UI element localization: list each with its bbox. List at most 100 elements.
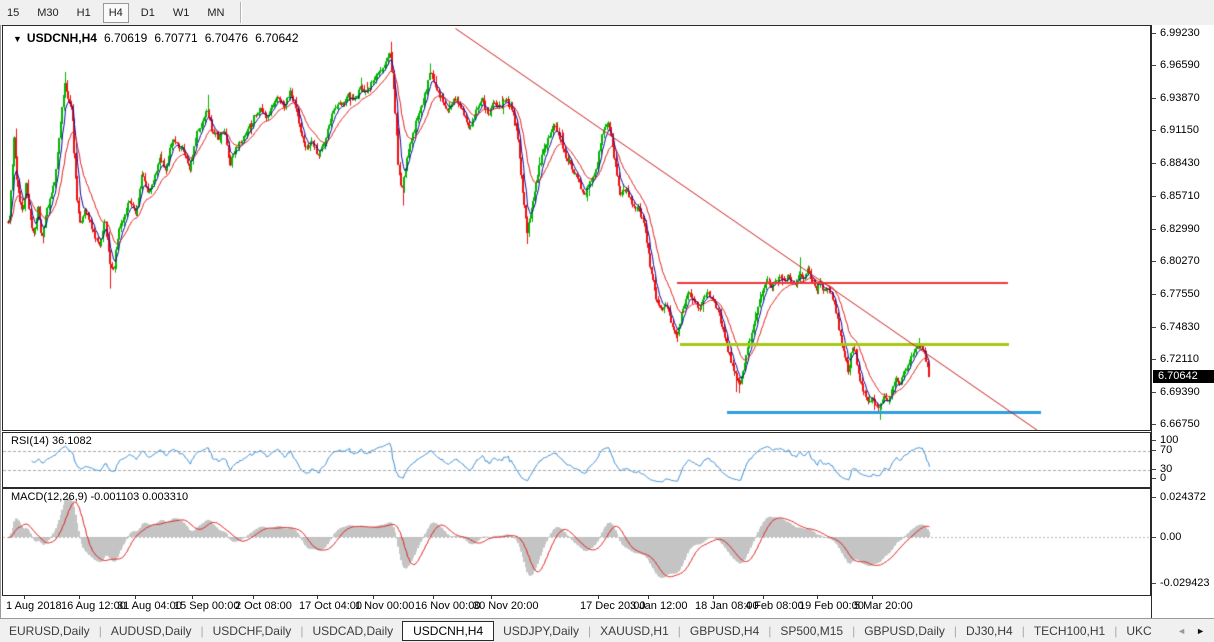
price-tick <box>1152 195 1156 197</box>
macd-canvas[interactable] <box>3 489 1150 595</box>
chart-dropdown-icon[interactable]: ▼ <box>13 34 22 44</box>
timeframe-button-m30[interactable]: M30 <box>37 6 59 19</box>
price-tick <box>1152 64 1156 66</box>
time-axis-label: 1 Nov 00:00 <box>355 600 415 612</box>
ohlc-high: 6.70771 <box>154 31 198 45</box>
chart-title: ▼ USDCNH,H4 6.70619 6.70771 6.70476 6.70642 <box>13 31 299 45</box>
price-axis-label: 6.85710 <box>1160 189 1200 202</box>
timeframe-toolbar: 15 M30 H1 H4 D1 W1 MN <box>0 0 1214 26</box>
chart-tab-audusd-daily[interactable]: AUDUSD,Daily <box>110 624 192 638</box>
chart-tab-sp500-m15[interactable]: SP500,M15 <box>780 624 844 638</box>
window-frame-edge <box>0 25 1 618</box>
time-tick <box>763 596 764 599</box>
price-tick <box>1152 293 1156 295</box>
time-axis-label: 15 Sep 00:00 <box>174 600 240 612</box>
indicator-axis-label: 70 <box>1160 444 1173 456</box>
chart-tab-ukc[interactable]: UKC <box>1126 624 1152 638</box>
chart-tab-usdjpy-daily[interactable]: USDJPY,Daily <box>503 624 579 638</box>
price-tick <box>1152 261 1156 263</box>
chart-tab-gbpusd-h4[interactable]: GBPUSD,H4 <box>689 624 760 638</box>
time-tick <box>598 596 599 599</box>
chart-tab-dj30-h4[interactable]: DJ30,H4 <box>966 624 1013 638</box>
tab-separator: | <box>1021 624 1025 638</box>
time-tick <box>648 596 649 599</box>
chart-tab-usdcnh-h4[interactable]: USDCNH,H4 <box>402 621 495 641</box>
tab-scroll-right-icon[interactable]: ► <box>1196 626 1205 636</box>
rsi-panel[interactable]: RSI(14) 36.1082 <box>2 432 1151 488</box>
indicator-axis-label: 0 <box>1160 472 1167 484</box>
tab-separator: | <box>768 624 772 638</box>
timeframe-button-15[interactable]: 15 <box>7 6 20 19</box>
time-tick <box>79 596 80 599</box>
time-tick <box>24 596 25 599</box>
price-chart-panel[interactable]: ▼ USDCNH,H4 6.70619 6.70771 6.70476 6.70642 <box>2 25 1151 431</box>
time-axis-label: 3 Jan 12:00 <box>630 600 688 612</box>
time-axis[interactable]: 1 Aug 2018 16 Aug 12:00 31 Aug 04:00 15 Sep… <box>2 596 1151 618</box>
tab-scroll-left-icon[interactable]: ◄ <box>1177 626 1187 636</box>
time-axis-label: 16 Aug 12:00 <box>61 600 126 612</box>
time-tick <box>872 596 873 599</box>
indicator-tick <box>1152 450 1156 451</box>
chart-tab-usdcad-daily[interactable]: USDCAD,Daily <box>312 624 394 638</box>
chart-tab-eurusd-daily[interactable]: EURUSD,Daily <box>9 624 90 638</box>
time-axis-label: 5 Mar 20:00 <box>854 600 913 612</box>
time-tick <box>317 596 318 599</box>
macd-panel[interactable]: MACD(12,26,9) -0.001103 0.003310 <box>2 488 1151 596</box>
rsi-canvas[interactable] <box>3 433 1150 487</box>
chart-tab-xauusd-h1[interactable]: XAUUSD,H1 <box>600 624 669 638</box>
ohlc-close: 6.70642 <box>255 31 299 45</box>
price-tick <box>1152 228 1156 230</box>
time-tick <box>373 596 374 599</box>
current-price-badge: 6.70642 <box>1153 370 1214 384</box>
chart-tab-tech100-h1[interactable]: TECH100,H1 <box>1033 624 1106 638</box>
time-tick <box>433 596 434 599</box>
indicator-axis-label: 30 <box>1160 463 1173 475</box>
time-axis-label: 4 Feb 08:00 <box>745 600 804 612</box>
timeframe-button-d1[interactable]: D1 <box>140 6 155 19</box>
rsi-label: RSI(14) 36.1082 <box>11 435 92 447</box>
ohlc-low: 6.70476 <box>204 31 249 45</box>
chart-tab-usdchf-daily[interactable]: USDCHF,Daily <box>212 624 292 638</box>
price-axis-label: 6.91150 <box>1160 124 1199 137</box>
indicator-tick <box>1152 537 1156 538</box>
tab-scroll-arrows: ◄ ► <box>1172 626 1214 636</box>
time-axis-label: 17 Dec 20:00 <box>580 600 646 612</box>
timeframe-button-mn[interactable]: MN <box>207 6 225 19</box>
indicator-tick <box>1152 469 1156 470</box>
time-tick <box>253 596 254 599</box>
price-tick <box>1152 130 1156 132</box>
time-axis-label: 17 Oct 04:00 <box>299 600 362 612</box>
indicator-tick <box>1152 497 1156 498</box>
price-axis-label: 6.74830 <box>1160 320 1200 333</box>
price-axis[interactable]: 6.70642 6.99230 6.96590 6.93870 6.91150 6.88… <box>1151 25 1214 618</box>
indicator-tick <box>1152 583 1156 584</box>
timeframe-button-h4[interactable]: H4 <box>102 2 129 23</box>
timeframe-button-w1[interactable]: W1 <box>172 6 190 19</box>
time-axis-label: 16 Nov 00:00 <box>415 600 481 612</box>
price-axis-label: 6.72110 <box>1160 353 1199 366</box>
price-tick <box>1152 97 1156 99</box>
time-tick <box>135 596 136 599</box>
price-axis-label: 6.99230 <box>1160 27 1200 39</box>
chart-tab-gbpusd-daily[interactable]: GBPUSD,Daily <box>864 624 945 638</box>
indicator-axis-label: 100 <box>1160 434 1179 446</box>
tab-separator: | <box>953 624 958 638</box>
macd-label: MACD(12,26,9) -0.001103 0.003310 <box>11 491 189 503</box>
toolbar-separator <box>240 2 243 23</box>
candlestick-canvas[interactable] <box>3 26 1150 430</box>
indicator-tick <box>1152 440 1156 441</box>
tab-separator: | <box>200 624 204 638</box>
price-axis-label: 6.96590 <box>1160 58 1200 71</box>
tab-separator: | <box>587 624 592 638</box>
timeframe-button-h1[interactable]: H1 <box>76 6 91 19</box>
price-axis-label: 6.82990 <box>1160 222 1200 235</box>
price-tick <box>1152 33 1156 34</box>
price-axis-label: 6.88430 <box>1160 157 1200 169</box>
time-axis-label: 30 Nov 20:00 <box>473 600 539 612</box>
tab-separator: | <box>1114 624 1118 638</box>
time-axis-label: 19 Feb 00:00 <box>799 600 864 612</box>
time-tick <box>713 596 714 599</box>
time-tick <box>491 596 492 599</box>
price-tick <box>1152 424 1156 425</box>
